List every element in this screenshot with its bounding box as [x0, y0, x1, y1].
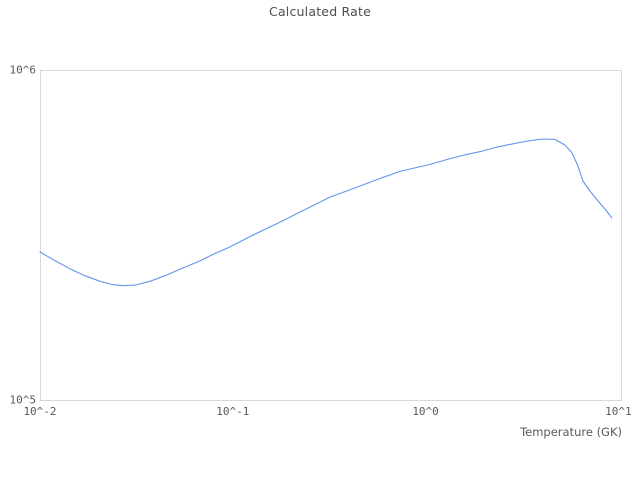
rate-curve-line	[39, 138, 613, 287]
x-axis-label: Temperature (GK)	[520, 425, 622, 439]
x-tick-label-10^-1: 10^-1	[216, 405, 250, 418]
y-tick-label-10^6: 10^6	[9, 63, 37, 77]
plot-border	[40, 70, 622, 401]
x-tick-label-10^-2: 10^-2	[23, 405, 57, 418]
x-tick-label-10^0: 10^0	[412, 405, 439, 418]
chart-title: Calculated Rate	[269, 4, 371, 19]
x-tick-label-10^1: 10^1	[605, 405, 632, 418]
y-tick-label-10^5: 10^5	[9, 393, 37, 407]
